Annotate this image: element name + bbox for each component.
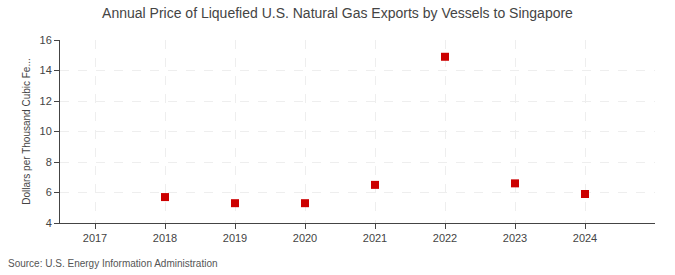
svg-text:2020: 2020 xyxy=(293,232,317,244)
svg-text:10: 10 xyxy=(40,125,52,137)
svg-text:Annual Price of Liquefied U.S.: Annual Price of Liquefied U.S. Natural G… xyxy=(102,5,573,21)
svg-text:2021: 2021 xyxy=(363,232,387,244)
svg-text:2019: 2019 xyxy=(223,232,247,244)
svg-text:16: 16 xyxy=(40,34,52,46)
svg-text:Dollars per Thousand Cubic Fe.: Dollars per Thousand Cubic Fe... xyxy=(21,58,32,205)
svg-text:2024: 2024 xyxy=(573,232,597,244)
svg-text:6: 6 xyxy=(46,186,52,198)
svg-text:2023: 2023 xyxy=(503,232,527,244)
svg-text:2017: 2017 xyxy=(83,232,107,244)
svg-text:12: 12 xyxy=(40,95,52,107)
svg-text:2022: 2022 xyxy=(433,232,457,244)
svg-text:2018: 2018 xyxy=(153,232,177,244)
svg-text:4: 4 xyxy=(46,217,52,229)
svg-text:8: 8 xyxy=(46,156,52,168)
svg-text:14: 14 xyxy=(40,64,52,76)
svg-text:Source: U.S. Energy Informatio: Source: U.S. Energy Information Administ… xyxy=(8,258,218,269)
